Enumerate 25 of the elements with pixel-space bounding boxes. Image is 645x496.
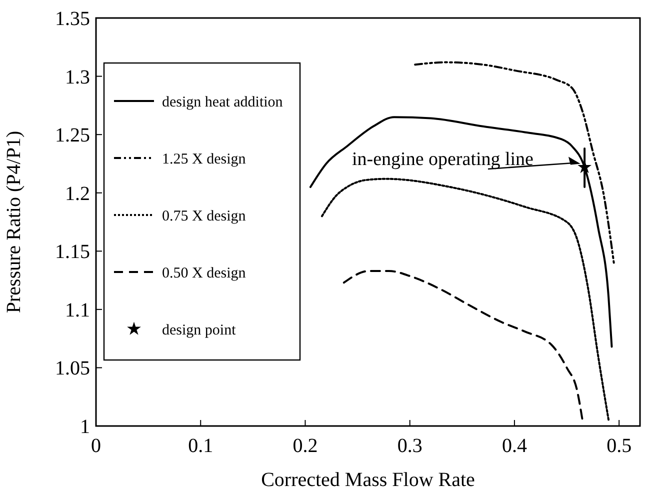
y-tick-label: 1.1 [65,299,90,322]
legend-label: design point [162,322,237,338]
y-tick-label: 1.25 [55,124,90,147]
legend-label: 1.25 X design [162,151,246,168]
y-axis-title: Pressure Ratio (P4/P1) [3,130,25,314]
y-tick-label: 1.2 [65,182,90,205]
x-axis-title: Corrected Mass Flow Rate [261,469,476,491]
x-tick-label: 0.1 [188,435,214,457]
y-tick-label: 1 [80,416,90,438]
y-tick-label: 1.05 [55,358,90,380]
y-tick-label: 1.15 [55,241,90,264]
line-series [342,270,584,422]
x-tick-label: 0.2 [292,435,318,457]
line-series [320,178,610,422]
x-tick-label: 0 [91,435,101,457]
x-tick-label: 0.3 [397,435,422,457]
x-tick-label: 0.4 [502,435,527,457]
legend-label: design heat addition [162,94,284,110]
x-tick-label: 0.5 [606,435,632,457]
y-tick-label: 1.35 [55,8,90,30]
y-tick-label: 1.3 [65,66,90,88]
legend-label: 0.50 X design [162,265,246,282]
annotation: in-engine operating line [352,149,534,170]
line-series [309,116,613,348]
legend-label: 0.75 X design [162,208,246,224]
